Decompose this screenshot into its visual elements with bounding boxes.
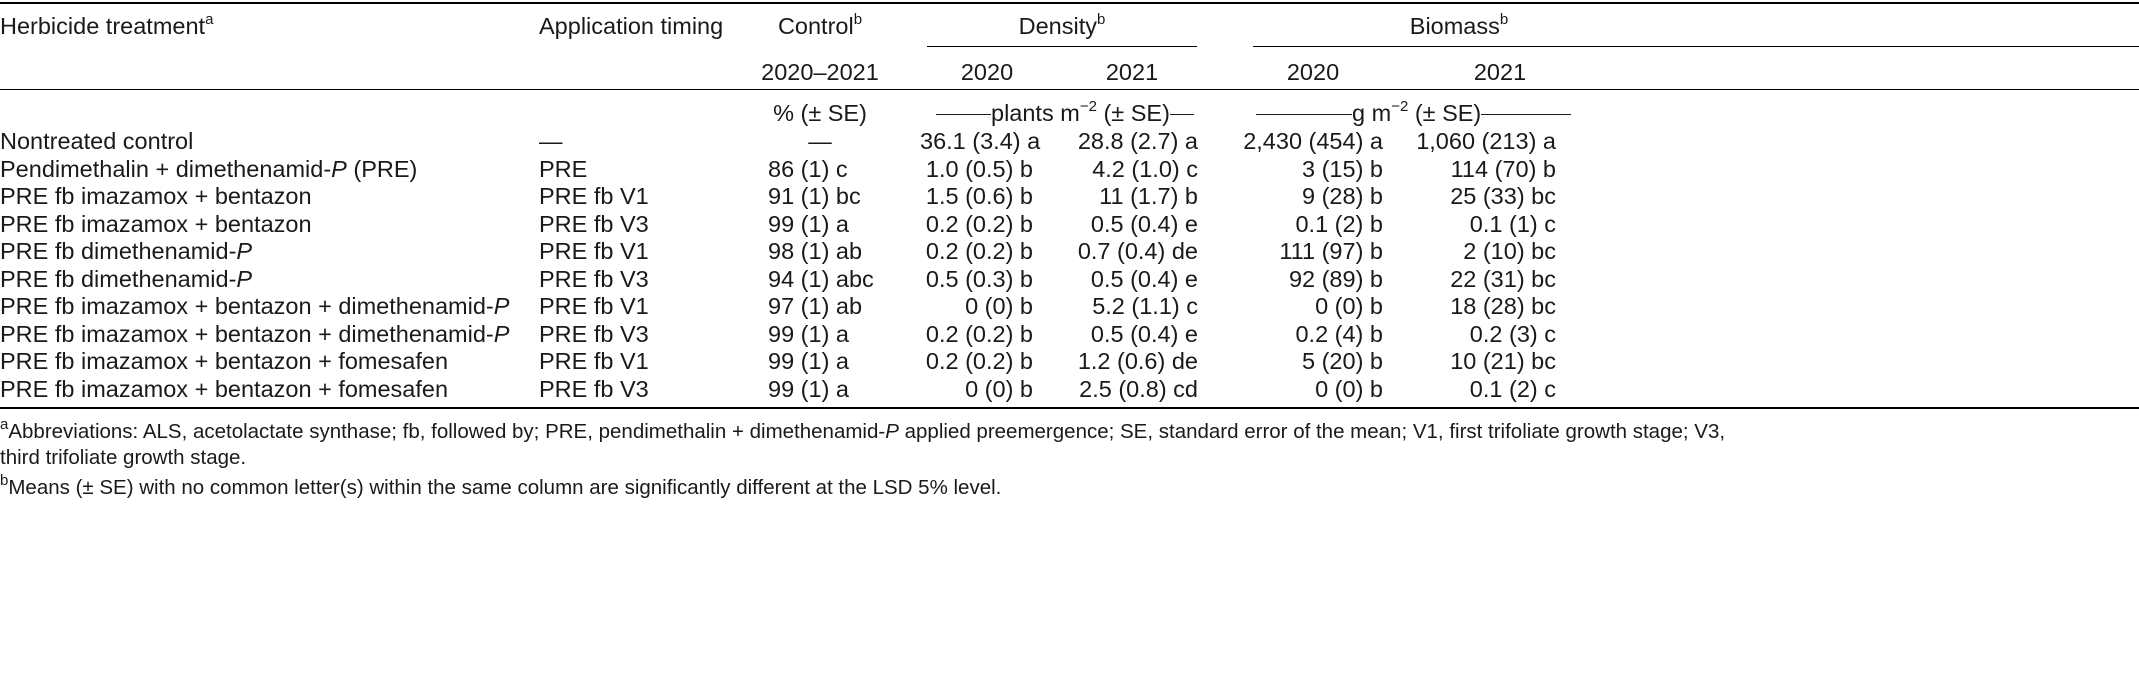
cell-density-2021: 5.2 (1.1) c [1092, 293, 1198, 319]
cell-biomass-2020: 3 (15) b [1302, 155, 1383, 182]
cell-density-2020: 0.5 (0.3) b [925, 265, 1033, 292]
cell-biomass-2021: 0.1 (1) c [1469, 210, 1556, 237]
cell-treatment: PRE fb imazamox + bentazon + dimethenami… [0, 320, 510, 347]
cell-density-2021: 4.2 (1.0) c [1092, 155, 1198, 182]
cell-control: 97 (1) ab [768, 293, 863, 319]
cell-timing: PRE fb V3 [539, 265, 649, 292]
cell-density-2021: 0.5 (0.4) e [1090, 265, 1198, 292]
cell-density-2021: 11 (1.7) b [1099, 183, 1198, 209]
cell-biomass-2021: 10 (21) bc [1450, 348, 1556, 374]
biomass-span-rule [1253, 46, 2139, 47]
header-density-2021: 2021 [1105, 59, 1159, 85]
cell-biomass-2020: 9 (28) b [1302, 183, 1383, 209]
table-top-rule [0, 2, 2139, 4]
cell-biomass-2021: 22 (31) bc [1450, 265, 1556, 292]
cell-density-2021: 28.8 (2.7) a [1077, 128, 1198, 154]
header-bottom-rule [0, 89, 2139, 90]
unit-density: plants m−2 (± SE) [936, 99, 1194, 127]
cell-timing: PRE fb V1 [539, 183, 649, 209]
cell-treatment: Pendimethalin + dimethenamid-P (PRE) [0, 155, 418, 182]
header-biomass-2021: 2021 [1473, 59, 1527, 85]
cell-biomass-2021: 18 (28) bc [1450, 293, 1556, 319]
cell-density-2020: 0.2 (0.2) b [925, 210, 1033, 237]
cell-treatment: PRE fb imazamox + bentazon + fomesafen [0, 348, 449, 374]
header-density: Densityb [1018, 11, 1106, 39]
cell-control: 99 (1) a [768, 210, 849, 237]
header-control-years: 2020–2021 [761, 59, 879, 85]
cell-control: 99 (1) a [768, 348, 849, 374]
cell-density-2020: 1.0 (0.5) b [925, 155, 1033, 182]
cell-timing: PRE fb V3 [539, 210, 649, 237]
footnote-b: bMeans (± SE) with no common letter(s) w… [0, 472, 1002, 499]
cell-treatment: PRE fb dimethenamid-P [0, 265, 253, 292]
header-biomass: Biomassb [1409, 11, 1509, 39]
header-density-2020: 2020 [960, 59, 1014, 85]
unit-biomass: g m−2 (± SE) [1256, 99, 1572, 127]
cell-density-2021: 0.5 (0.4) e [1090, 210, 1198, 237]
cell-density-2020: 0.2 (0.2) b [925, 238, 1033, 264]
cell-control: 99 (1) a [768, 320, 849, 347]
cell-density-2020: 1.5 (0.6) b [925, 183, 1033, 209]
cell-biomass-2020: 2,430 (454) a [1243, 128, 1383, 154]
cell-density-2021: 0.7 (0.4) de [1077, 238, 1198, 264]
cell-treatment: PRE fb imazamox + bentazon [0, 210, 312, 237]
cell-control: 94 (1) abc [768, 265, 874, 292]
density-span-rule [927, 46, 1197, 47]
cell-density-2020: 0.2 (0.2) b [925, 348, 1033, 374]
cell-biomass-2021: 0.2 (3) c [1469, 320, 1556, 347]
cell-timing: PRE fb V3 [539, 320, 649, 347]
cell-timing: PRE [539, 155, 588, 182]
cell-control: — [808, 128, 832, 154]
cell-density-2020: 0 (0) b [965, 293, 1033, 319]
cell-biomass-2020: 111 (97) b [1279, 238, 1383, 264]
cell-density-2020: 0 (0) b [965, 375, 1033, 402]
cell-biomass-2021: 114 (70) b [1450, 155, 1556, 182]
cell-biomass-2021: 25 (33) bc [1450, 183, 1556, 209]
cell-density-2021: 2.5 (0.8) cd [1079, 375, 1198, 402]
table-bottom-rule [0, 407, 2139, 409]
cell-density-2020: 0.2 (0.2) b [925, 320, 1033, 347]
header-biomass-2020: 2020 [1286, 59, 1340, 85]
cell-treatment: PRE fb imazamox + bentazon + dimethenami… [0, 293, 510, 319]
cell-density-2021: 1.2 (0.6) de [1077, 348, 1198, 374]
cell-timing: — [539, 128, 563, 154]
footnote-a-cont: third trifoliate growth stage. [0, 446, 247, 469]
cell-treatment: Nontreated control [0, 128, 194, 154]
cell-biomass-2021: 1,060 (213) a [1416, 128, 1556, 154]
cell-density-2020: 36.1 (3.4) a [920, 128, 1041, 154]
header-timing: Application timing [539, 13, 724, 39]
cell-density-2021: 0.5 (0.4) e [1090, 320, 1198, 347]
cell-timing: PRE fb V1 [539, 238, 649, 264]
cell-biomass-2021: 2 (10) bc [1463, 238, 1556, 264]
cell-control: 98 (1) ab [768, 238, 863, 264]
unit-control: % (± SE) [773, 100, 867, 126]
cell-control: 86 (1) c [768, 155, 848, 182]
header-control: Controlb [777, 11, 863, 39]
cell-treatment: PRE fb imazamox + bentazon + fomesafen [0, 375, 449, 402]
cell-biomass-2020: 92 (89) b [1288, 265, 1383, 292]
cell-biomass-2020: 0.2 (4) b [1295, 320, 1383, 347]
cell-timing: PRE fb V1 [539, 293, 649, 319]
cell-biomass-2020: 0 (0) b [1315, 375, 1383, 402]
footnote-a: aAbbreviations: ALS, acetolactate syntha… [0, 416, 1726, 443]
header-treatment: Herbicide treatmenta [0, 11, 214, 39]
cell-control: 99 (1) a [768, 375, 849, 402]
cell-biomass-2020: 5 (20) b [1302, 348, 1383, 374]
cell-timing: PRE fb V3 [539, 375, 649, 402]
cell-control: 91 (1) bc [768, 183, 861, 209]
cell-biomass-2021: 0.1 (2) c [1469, 375, 1556, 402]
cell-timing: PRE fb V1 [539, 348, 649, 374]
cell-biomass-2020: 0 (0) b [1315, 293, 1383, 319]
cell-biomass-2020: 0.1 (2) b [1295, 210, 1383, 237]
cell-treatment: PRE fb dimethenamid-P [0, 238, 253, 264]
cell-treatment: PRE fb imazamox + bentazon [0, 183, 312, 209]
